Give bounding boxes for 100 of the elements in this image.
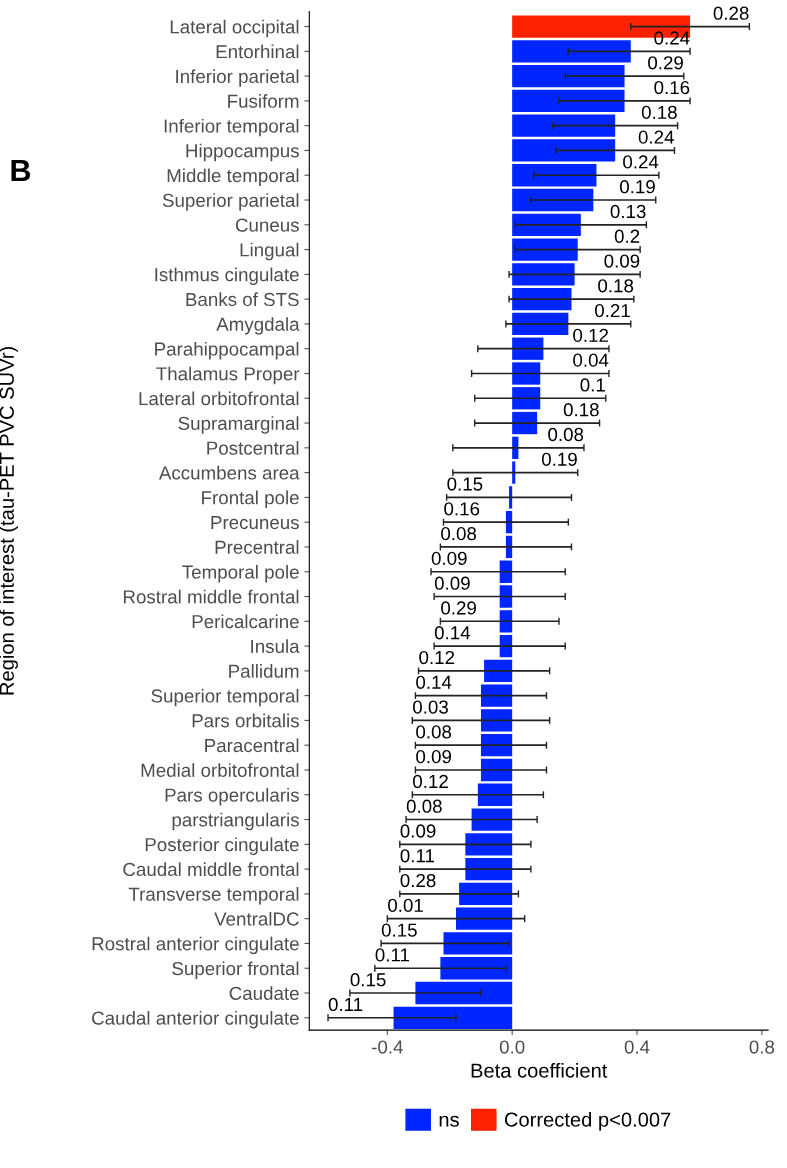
y-tick-label: Superior parietal — [162, 193, 299, 211]
y-tick-label: Pallidum — [229, 664, 299, 678]
y-tick-label: Superior temporal — [151, 688, 299, 707]
annotation: 0.09 — [416, 750, 452, 764]
y-tick-label: Precentral — [215, 540, 299, 554]
y-tick-label: Lingual — [240, 242, 299, 261]
annotation: 0.01 — [388, 898, 423, 912]
bar — [512, 238, 578, 261]
bar — [512, 139, 616, 162]
y-tick-label: Supramarginal — [178, 416, 299, 434]
y-tick-label: Frontal pole — [202, 490, 299, 509]
bar — [443, 932, 513, 955]
annotation: 0.21 — [595, 303, 630, 318]
bar — [471, 808, 513, 831]
y-tick-label: parstriangularis — [172, 812, 299, 831]
bar — [393, 1006, 513, 1029]
bar — [512, 40, 631, 63]
annotation: 0.11 — [375, 948, 410, 962]
y-tick-label: Lateral orbitofrontal — [139, 391, 299, 406]
y-tick-label: Inferior parietal — [176, 69, 299, 87]
y-tick-label: Superior frontal — [172, 961, 299, 979]
bar — [415, 981, 513, 1005]
y-tick-label: Temporal pole — [182, 564, 299, 583]
x-axis-title: Beta coefficient — [471, 1062, 608, 1078]
x-tick-label: 0.8 — [749, 1040, 775, 1054]
y-tick-label: Transverse temporal — [128, 887, 299, 905]
bar — [480, 684, 513, 707]
bar — [512, 164, 597, 187]
bar — [512, 64, 625, 88]
y-tick-label: Insula — [251, 639, 300, 654]
y-tick-label: Postcentral — [207, 441, 299, 455]
annotation: 0.16 — [654, 80, 690, 95]
annotation: 0.15 — [381, 923, 417, 937]
annotation: 0.11 — [400, 849, 434, 863]
y-tick-label: Caudal anterior cingulate — [92, 1010, 299, 1029]
y-tick-label: Rostral middle frontal — [123, 589, 299, 604]
y-tick-label: Thalamus Proper — [156, 366, 300, 385]
annotation: 0.1 — [580, 378, 605, 392]
y-tick-label: Inferior temporal — [164, 118, 299, 137]
bar — [459, 882, 513, 906]
annotation: 0.14 — [434, 626, 471, 640]
annotation: 0.12 — [413, 774, 448, 789]
y-tick-label: Medial orbitofrontal — [141, 763, 299, 777]
annotation: 0.2 — [614, 229, 640, 243]
bar — [465, 857, 513, 881]
x-tick-label: 0.0 — [499, 1040, 525, 1054]
annotation: 0.04 — [573, 353, 609, 367]
bar — [512, 461, 516, 484]
annotation: 0.08 — [406, 799, 442, 813]
annotation: 0.28 — [713, 6, 749, 20]
y-tick-label: Caudal middle frontal — [123, 862, 299, 877]
y-tick-label: Hippocampus — [186, 143, 299, 162]
bar — [440, 957, 513, 980]
bar — [512, 362, 541, 385]
y-tick-label: Amygdala — [216, 317, 300, 335]
y-tick-label: Middle temporal — [167, 168, 299, 186]
y-tick-label: Entorhinal — [216, 44, 299, 59]
annotation: 0.18 — [598, 279, 634, 293]
annotation: 0.28 — [400, 873, 436, 888]
bar — [512, 411, 538, 435]
annotation: 0.24 — [623, 155, 659, 169]
y-tick-label: Banks of STS — [186, 292, 299, 307]
bar — [512, 213, 581, 236]
annotation: 0.09 — [604, 254, 640, 268]
annotation: 0.09 — [431, 551, 467, 566]
annotation: 0.15 — [447, 477, 483, 491]
annotation: 0.11 — [328, 997, 363, 1012]
bar — [499, 585, 513, 608]
bar — [465, 833, 513, 856]
annotation: 0.29 — [441, 601, 476, 615]
y-tick-label: Caudate — [229, 986, 299, 1000]
annotation: 0.13 — [610, 204, 646, 219]
y-tick-label: Accumbens area — [158, 465, 300, 480]
y-tick-label: Parahippocampal — [155, 341, 299, 360]
y-tick-label: Isthmus cingulate — [155, 267, 299, 286]
annotation: 0.19 — [619, 180, 655, 194]
y-tick-label: Rostral anterior cingulate — [92, 936, 299, 955]
annotation: 0.18 — [641, 105, 677, 119]
y-tick-label: Posterior cingulate — [145, 837, 299, 855]
bar — [512, 89, 625, 113]
y-tick-label: Pericalcarine — [192, 614, 299, 629]
annotation: 0.18 — [563, 403, 599, 417]
x-tick-label: 0.4 — [624, 1040, 650, 1054]
annotation: 0.08 — [548, 427, 584, 442]
x-tick-label: -0.4 — [372, 1040, 403, 1054]
y-tick-label: VentralDC — [214, 911, 299, 926]
bar — [455, 907, 513, 930]
bar — [512, 114, 616, 137]
annotation: 0.09 — [434, 576, 470, 590]
legend-label: ns — [439, 1115, 459, 1127]
annotation: 0.29 — [648, 56, 683, 70]
annotation: 0.09 — [400, 824, 436, 838]
y-tick-label: Lateral occipital — [170, 19, 299, 38]
y-tick-label: Pars orbitalis — [192, 713, 299, 728]
annotation: 0.16 — [444, 502, 480, 516]
y-tick-label: Cuneus — [235, 218, 299, 232]
annotation: 0.24 — [638, 130, 674, 144]
annotation: 0.08 — [416, 725, 452, 739]
legend-label: Corrected p<0.007 — [504, 1111, 671, 1131]
text: B — [11, 160, 31, 182]
